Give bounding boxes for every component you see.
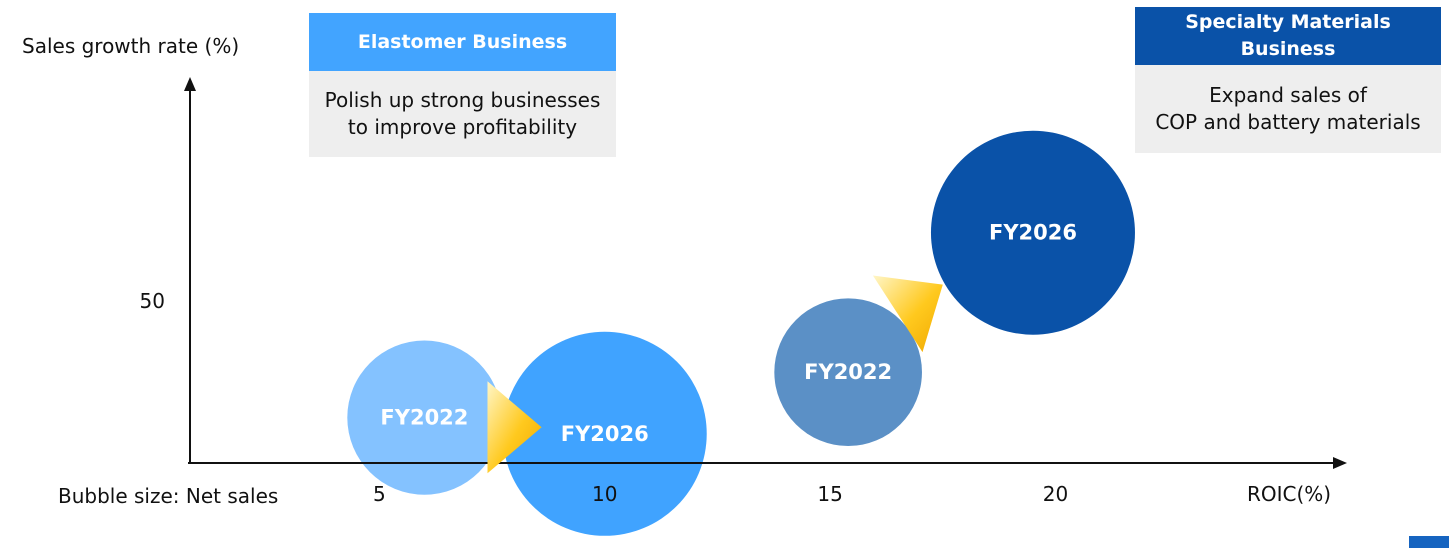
x-tick-label: 20 (1043, 482, 1068, 506)
elastomer-panel-title: Elastomer Business (309, 13, 616, 71)
axes: Sales growth rate (%) ROIC(%) Bubble siz… (22, 34, 1347, 508)
bubble-specialty-fy2026 (930, 130, 1135, 335)
bubble-label: FY2022 (380, 406, 468, 430)
x-axis-label: ROIC(%) (1247, 482, 1331, 506)
x-tick-label: 5 (373, 482, 386, 506)
elastomer-panel-text: Polish up strong businesses to improve p… (309, 71, 616, 157)
x-tick-label: 15 (817, 482, 842, 506)
specialty-panel-text: Expand sales of COP and battery material… (1135, 65, 1441, 153)
elastomer-panel: Elastomer Business Polish up strong busi… (309, 13, 616, 157)
bubble-elastomer-fy2022 (347, 340, 502, 495)
bubble-size-note: Bubble size: Net sales (58, 484, 278, 508)
y-tick-label: 50 (140, 289, 165, 313)
bubble-specialty-fy2022 (774, 298, 922, 447)
bubble-elastomer-fy2026 (502, 331, 707, 536)
tick-labels: 5 10 15 20 50 (140, 289, 1069, 506)
bubble-label: FY2026 (989, 221, 1077, 245)
specialty-panel-title: Specialty Materials Business (1135, 7, 1441, 65)
bubble-label: FY2026 (561, 422, 649, 446)
bubbles-layer (347, 130, 1135, 536)
y-axis-label: Sales growth rate (%) (22, 34, 239, 58)
specialty-panel: Specialty Materials Business Expand sale… (1135, 7, 1441, 153)
transition-arrows (487, 275, 943, 474)
x-axis-arrowhead (1333, 457, 1347, 469)
page-number-tag (1409, 536, 1449, 548)
y-axis-arrowhead (184, 77, 196, 91)
bubble-labels: FY2022 FY2026 FY2022 FY2026 (380, 221, 1077, 446)
growth-arrow-icon (872, 275, 943, 353)
growth-arrow-icon (487, 381, 542, 474)
x-tick-label: 10 (592, 482, 617, 506)
bubble-label: FY2022 (804, 360, 892, 384)
